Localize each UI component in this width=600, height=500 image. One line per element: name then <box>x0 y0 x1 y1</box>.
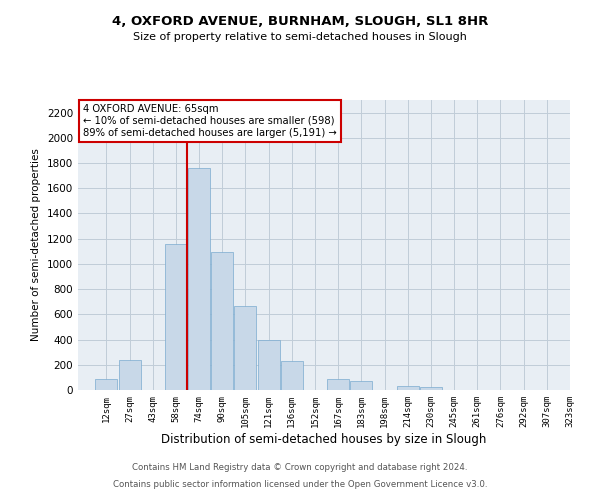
Bar <box>211 252 233 390</box>
Bar <box>235 306 256 390</box>
Bar <box>257 340 280 390</box>
Text: 4, OXFORD AVENUE, BURNHAM, SLOUGH, SL1 8HR: 4, OXFORD AVENUE, BURNHAM, SLOUGH, SL1 8… <box>112 15 488 28</box>
Bar <box>420 388 442 390</box>
Bar <box>350 381 373 390</box>
Bar <box>188 168 210 390</box>
Text: Size of property relative to semi-detached houses in Slough: Size of property relative to semi-detach… <box>133 32 467 42</box>
X-axis label: Distribution of semi-detached houses by size in Slough: Distribution of semi-detached houses by … <box>161 432 487 446</box>
Bar <box>281 361 303 390</box>
Bar <box>165 244 187 390</box>
Bar <box>397 386 419 390</box>
Text: 4 OXFORD AVENUE: 65sqm
← 10% of semi-detached houses are smaller (598)
89% of se: 4 OXFORD AVENUE: 65sqm ← 10% of semi-det… <box>83 104 337 138</box>
Y-axis label: Number of semi-detached properties: Number of semi-detached properties <box>31 148 41 342</box>
Text: Contains HM Land Registry data © Crown copyright and database right 2024.: Contains HM Land Registry data © Crown c… <box>132 464 468 472</box>
Text: Contains public sector information licensed under the Open Government Licence v3: Contains public sector information licen… <box>113 480 487 489</box>
Bar <box>95 378 118 390</box>
Bar <box>119 360 140 390</box>
Bar <box>327 380 349 390</box>
